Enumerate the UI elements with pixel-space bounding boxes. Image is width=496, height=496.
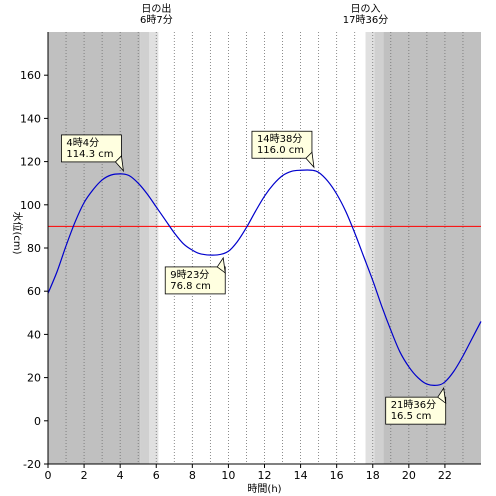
x-tick-label: 2 xyxy=(81,469,88,482)
callout-value: 76.8 cm xyxy=(170,281,211,292)
y-tick-label: 160 xyxy=(20,69,41,82)
callout-box xyxy=(164,266,226,295)
x-tick-label: 8 xyxy=(189,469,196,482)
callout-value: 16.5 cm xyxy=(391,411,432,422)
night-band-morning xyxy=(48,32,141,464)
callout-time: 21時36分 xyxy=(391,399,436,411)
callout-pointer xyxy=(114,155,124,173)
callout-time: 4時4分 xyxy=(66,137,99,149)
y-tick-label: 120 xyxy=(20,156,41,169)
x-tick-label: 20 xyxy=(402,469,416,482)
sun-times: 日の出 6時7分 日の入 17時36分 xyxy=(140,2,388,26)
y-tick-label: 140 xyxy=(20,112,41,125)
sunset-label: 日の入 xyxy=(351,4,381,15)
dusk-band-inner xyxy=(365,32,375,464)
x-tick-label: 14 xyxy=(294,469,308,482)
callout-box xyxy=(251,130,313,159)
callout-pointer xyxy=(437,387,447,405)
callout-value: 114.3 cm xyxy=(66,149,113,160)
callout-box xyxy=(61,134,122,163)
callout-box xyxy=(385,396,447,425)
x-tick-label: 22 xyxy=(438,469,452,482)
callout-value: 116.0 cm xyxy=(257,145,304,156)
sunset-time: 17時36分 xyxy=(343,14,388,26)
night-band-evening xyxy=(383,32,481,464)
axes xyxy=(44,32,481,468)
y-tick-label: 80 xyxy=(27,242,41,255)
sunrise-label: 日の出 xyxy=(141,2,171,15)
x-tick-label: 16 xyxy=(330,469,344,482)
x-tick-label: 4 xyxy=(117,469,124,482)
y-tick-label: 40 xyxy=(27,328,41,341)
dawn-band-inner xyxy=(149,32,159,464)
y-tick-label: -20 xyxy=(23,458,41,471)
sunrise-time: 6時7分 xyxy=(140,14,173,26)
y-axis-title: 水位(cm) xyxy=(11,211,24,254)
x-axis-title: 時間(h) xyxy=(247,483,281,495)
dawn-band-outer xyxy=(140,32,150,464)
callout-pointer xyxy=(216,256,226,274)
callout-time: 9時23分 xyxy=(170,269,209,281)
tick-labels: -20 0 20 40 60 80 100 120 140 160 0 2 4 6 8 10 12 14 16 18 2… xyxy=(20,69,452,482)
grid-lines xyxy=(65,32,464,464)
x-tick-label: 0 xyxy=(45,469,52,482)
x-tick-label: 18 xyxy=(366,469,380,482)
y-tick-label: 100 xyxy=(20,199,41,212)
y-tick-label: 0 xyxy=(34,415,41,428)
y-tick-label: 60 xyxy=(27,285,41,298)
tide-line xyxy=(47,169,482,386)
x-tick-label: 10 xyxy=(221,469,235,482)
callout-pointer xyxy=(305,151,315,169)
callout-time: 14時38分 xyxy=(257,133,302,145)
y-tick-label: 20 xyxy=(27,372,41,385)
x-tick-label: 12 xyxy=(258,469,272,482)
dusk-band-outer xyxy=(374,32,384,464)
tide-line-group xyxy=(47,169,482,386)
x-tick-label: 6 xyxy=(153,469,160,482)
